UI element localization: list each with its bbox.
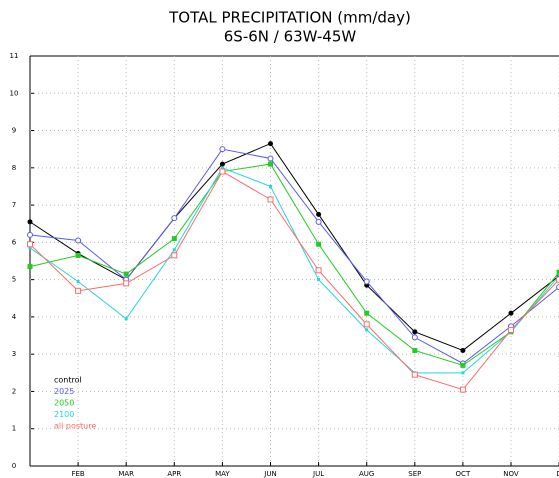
marker bbox=[75, 237, 82, 244]
marker bbox=[171, 252, 178, 259]
y-tick-label: 3 bbox=[12, 350, 16, 358]
series-line bbox=[29, 142, 559, 352]
y-tick-label: 2 bbox=[12, 387, 16, 395]
marker bbox=[557, 274, 559, 278]
marker bbox=[123, 280, 130, 287]
marker bbox=[315, 267, 322, 274]
marker bbox=[460, 347, 466, 353]
y-tick-label: 4 bbox=[12, 313, 17, 321]
y-tick-label: 11 bbox=[10, 52, 19, 60]
marker bbox=[411, 334, 418, 341]
marker bbox=[363, 278, 370, 285]
marker bbox=[75, 287, 82, 294]
y-tick-label: 0 bbox=[12, 462, 16, 470]
marker bbox=[412, 347, 418, 353]
x-tick-label: SEP bbox=[408, 470, 421, 478]
x-tick-label: JUN bbox=[263, 470, 276, 478]
chart-title: TOTAL PRECIPITATION (mm/day) bbox=[168, 9, 411, 27]
x-tick-label: D bbox=[556, 470, 559, 478]
x-tick-label: OCT bbox=[456, 470, 471, 478]
y-tick-label: 6 bbox=[12, 238, 17, 246]
marker bbox=[316, 211, 322, 217]
marker bbox=[317, 278, 321, 282]
marker bbox=[412, 329, 418, 335]
x-tick-label: AUG bbox=[359, 470, 374, 478]
x-tick-label: JUL bbox=[312, 470, 324, 478]
marker bbox=[316, 241, 322, 247]
marker bbox=[28, 246, 32, 250]
marker bbox=[124, 317, 128, 321]
marker bbox=[556, 284, 559, 291]
x-tick-label: MAR bbox=[118, 470, 134, 478]
marker bbox=[269, 184, 272, 188]
legend-label: control bbox=[54, 376, 82, 385]
marker bbox=[27, 264, 33, 270]
x-tick-label: NOV bbox=[503, 470, 519, 478]
legend-label: 2025 bbox=[54, 387, 74, 396]
x-tick-label: MAY bbox=[215, 470, 230, 478]
series-line bbox=[29, 163, 559, 366]
marker bbox=[27, 231, 33, 238]
x-tick-label: APR bbox=[167, 470, 181, 478]
marker bbox=[508, 310, 514, 316]
legend-label: 2100 bbox=[54, 410, 74, 419]
marker bbox=[219, 146, 226, 153]
marker bbox=[556, 276, 559, 283]
legend-label: 2050 bbox=[54, 399, 74, 408]
marker bbox=[363, 321, 370, 328]
marker bbox=[27, 219, 33, 225]
y-tick-label: 8 bbox=[12, 164, 16, 172]
marker bbox=[267, 155, 274, 162]
marker bbox=[27, 241, 33, 248]
marker bbox=[76, 280, 80, 283]
marker bbox=[220, 166, 224, 170]
marker bbox=[365, 328, 369, 332]
marker bbox=[219, 161, 225, 167]
marker bbox=[460, 362, 466, 368]
series-line bbox=[29, 167, 559, 374]
chart-subtitle: 6S-6N / 63W-45W bbox=[224, 28, 357, 46]
marker bbox=[171, 215, 178, 222]
marker bbox=[268, 141, 273, 147]
legend-label: all posture bbox=[54, 422, 96, 431]
marker bbox=[461, 371, 465, 375]
marker bbox=[123, 271, 129, 277]
marker bbox=[219, 168, 226, 175]
marker bbox=[268, 161, 273, 167]
series-line bbox=[29, 148, 559, 365]
series-line bbox=[29, 170, 559, 391]
y-tick-label: 10 bbox=[10, 89, 19, 97]
y-tick-label: 7 bbox=[12, 201, 16, 209]
y-tick-label: 5 bbox=[12, 276, 16, 284]
marker bbox=[171, 236, 177, 242]
marker bbox=[411, 371, 418, 378]
marker bbox=[364, 310, 370, 316]
y-tick-label: 9 bbox=[12, 127, 16, 135]
marker bbox=[75, 252, 81, 258]
marker bbox=[172, 248, 176, 252]
marker bbox=[556, 269, 559, 275]
marker bbox=[508, 326, 514, 333]
y-tick-label: 1 bbox=[12, 425, 16, 433]
marker bbox=[459, 386, 466, 393]
marker bbox=[315, 218, 322, 225]
x-tick-label: FEB bbox=[71, 470, 84, 478]
marker bbox=[267, 196, 274, 203]
